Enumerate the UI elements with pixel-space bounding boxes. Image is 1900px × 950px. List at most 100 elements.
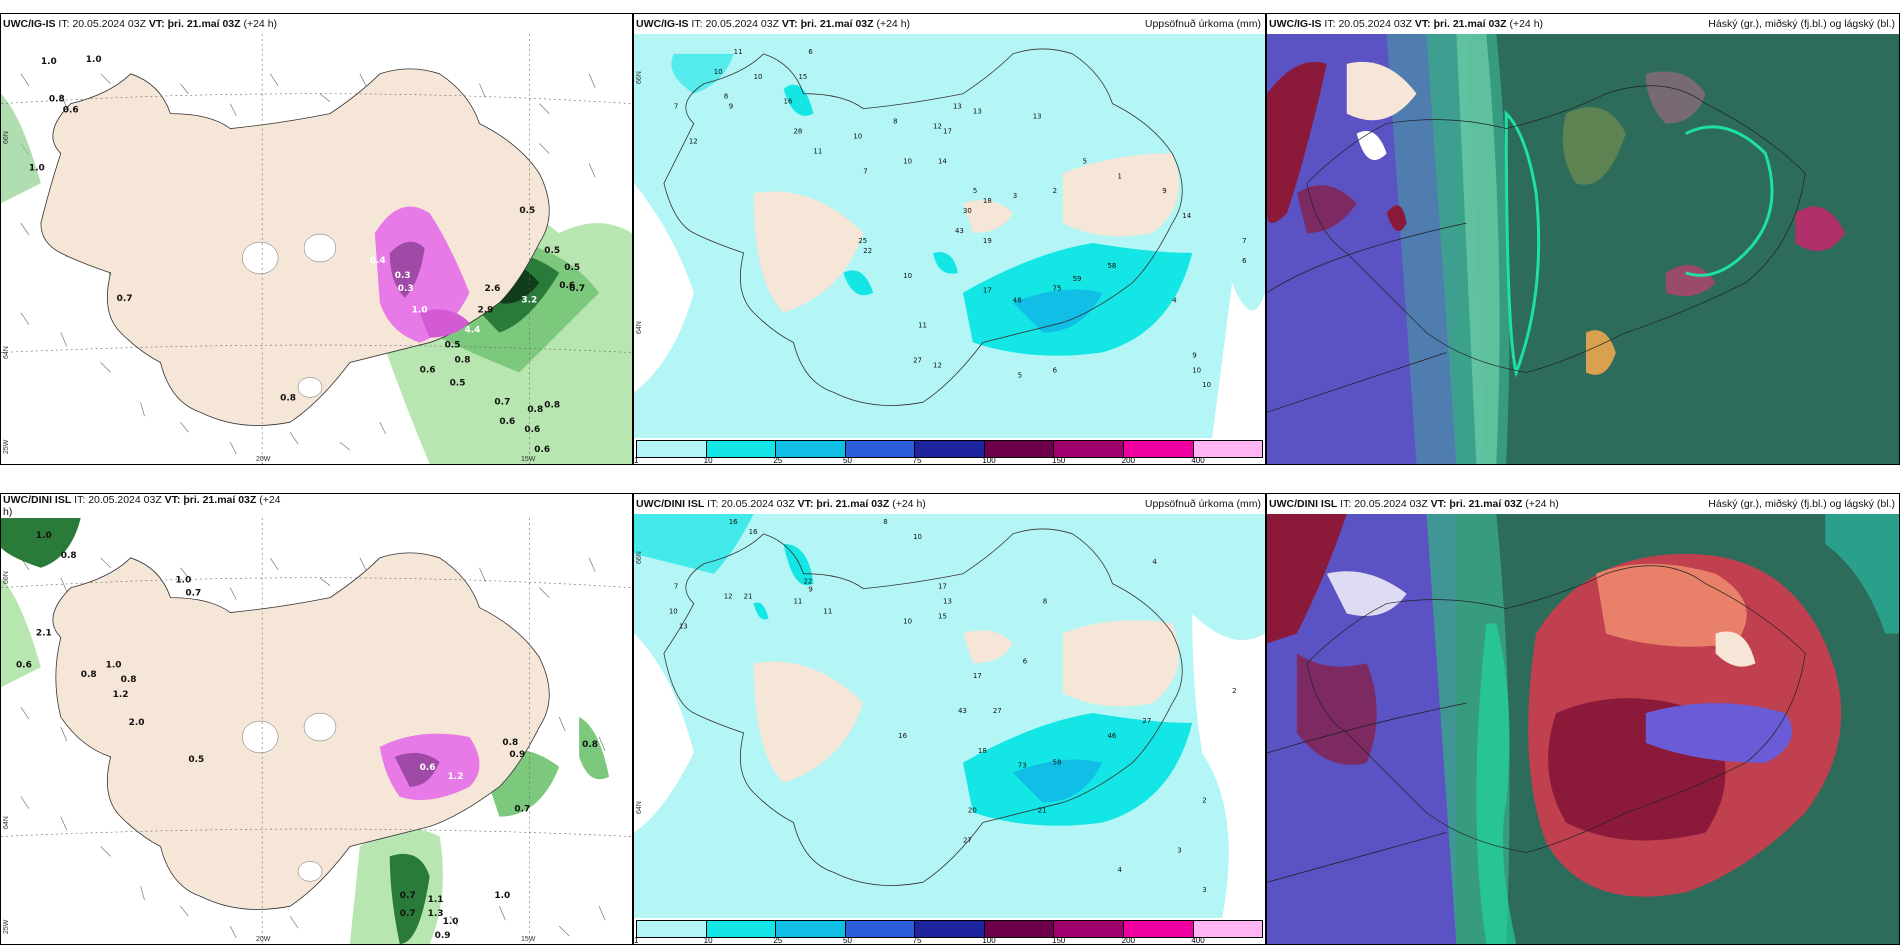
accumulated-precip-map: 16 16 8 10 9 7 12 11 10 13 21 22 11 17 1… (634, 514, 1265, 918)
value-label: 0.8 (280, 393, 296, 403)
value-label: 27 (1142, 717, 1151, 725)
value-label: 11 (793, 598, 802, 606)
value-label: 2.6 (484, 284, 500, 294)
colorbar: 1 10 25 50 75 100 150 200 400 (634, 438, 1265, 464)
colorbar-tick-label: 400 (1191, 456, 1205, 465)
value-label: 0.8 (121, 675, 137, 685)
cloud-cover-map (1267, 514, 1899, 944)
lon-label: 20W (256, 936, 271, 943)
value-label: 13 (953, 103, 962, 111)
value-label: 0.8 (544, 400, 560, 410)
value-label: 4.4 (465, 326, 481, 336)
value-label: 0.6 (499, 417, 515, 427)
value-label: 10 (754, 73, 763, 81)
map-panel-bottom-left: UWC/DINI ISL IT: 20.05.2024 03Z VT: þri.… (0, 493, 633, 945)
value-label: 0.8 (455, 355, 471, 365)
value-label: 1.0 (443, 917, 459, 927)
value-label: 12 (933, 361, 942, 369)
value-label: 8 (1043, 598, 1047, 606)
value-label: 16 (729, 518, 738, 526)
value-label: 7 (674, 103, 678, 111)
value-label: 14 (1182, 212, 1191, 220)
colorbar-tick-label: 50 (843, 456, 852, 465)
value-label: 28 (793, 128, 802, 136)
value-label: 1.0 (175, 576, 191, 586)
value-label: 0.7 (185, 589, 201, 599)
value-label: 22 (803, 578, 812, 586)
panel-header: UWC/IG-IS IT: 20.05.2024 03Z VT: þri. 21… (3, 18, 278, 30)
lat-label: 66N (3, 571, 10, 584)
value-label: 0.6 (524, 425, 540, 435)
value-label: 9 (808, 586, 812, 594)
map-panel-bottom-middle: UWC/DINI ISL IT: 20.05.2024 03Z VT: þri.… (633, 493, 1266, 945)
value-label: 9 (1162, 187, 1166, 195)
colorbar-swatch (776, 441, 846, 457)
value-label: 27 (963, 836, 972, 844)
value-label: 10 (669, 608, 678, 616)
value-label: 0.4 (370, 256, 386, 266)
value-label: 1.0 (412, 306, 428, 316)
precip-value-labels: 16 16 8 10 9 7 12 11 10 13 21 22 11 17 1… (669, 518, 1237, 894)
value-label: 2.1 (36, 628, 52, 638)
value-label: 7 (863, 167, 867, 175)
colorbar-swatch (1054, 921, 1124, 937)
value-label: 0.8 (61, 551, 77, 561)
map-panel-bottom-right: UWC/DINI ISL IT: 20.05.2024 03Z VT: þri.… (1266, 493, 1900, 945)
accumulated-precip-map: 11 10 6 10 7 8 9 16 15 28 12 11 10 7 8 1… (634, 34, 1265, 438)
value-label: 43 (958, 707, 967, 715)
value-label: 5 (973, 187, 977, 195)
panel-header: UWC/DINI ISL IT: 20.05.2024 03Z VT: þri.… (3, 494, 281, 518)
value-label: 0.7 (494, 397, 510, 407)
colorbar-tick-label: 150 (1052, 456, 1066, 465)
colorbar-swatch (706, 921, 777, 937)
value-label: 0.5 (450, 378, 466, 388)
value-label: 1.0 (41, 57, 57, 67)
value-label: 8 (893, 118, 897, 126)
cloud-cover-map (1267, 34, 1899, 464)
value-label: 10 (903, 272, 912, 280)
value-label: 0.6 (559, 281, 575, 291)
value-label: 0.3 (395, 271, 411, 281)
colorbar-swatch (984, 441, 1055, 457)
value-label: 0.7 (117, 294, 133, 304)
map-panel-top-right: UWC/IG-IS IT: 20.05.2024 03Z VT: þri. 21… (1266, 13, 1900, 465)
colorbar-tick-label: 200 (1121, 456, 1136, 465)
colorbar-tick-label: 75 (912, 456, 922, 465)
value-label: 10 (903, 617, 912, 625)
value-label: 2 (1232, 687, 1236, 695)
value-label: 1.1 (428, 895, 444, 905)
value-label: 2 (1053, 187, 1057, 195)
value-label: 4 (1117, 866, 1122, 874)
lat-label: 64N (636, 801, 643, 814)
precip-value-labels: 1.0 1.0 0.8 0.6 1.0 0.7 0.5 0.5 0.7 0.5 … (29, 55, 585, 455)
value-label: 15 (938, 612, 947, 620)
value-label: 13 (1033, 113, 1042, 121)
value-label: 1.0 (36, 531, 52, 541)
value-label: 75 (1053, 285, 1062, 293)
lon-label: 15W (521, 456, 536, 463)
value-label: 1.2 (113, 690, 129, 700)
colorbar-tick-label: 10 (703, 936, 713, 945)
value-label: 10 (913, 533, 922, 541)
value-label: 10 (903, 157, 912, 165)
value-label: 12 (724, 593, 733, 601)
precip-value-labels: 11 10 6 10 7 8 9 16 15 28 12 11 10 7 8 1… (674, 48, 1247, 389)
value-label: 27 (993, 707, 1002, 715)
value-label: 1.3 (428, 909, 444, 919)
value-label: 0.7 (400, 891, 416, 901)
value-label: 3.2 (521, 296, 537, 306)
value-label: 13 (973, 108, 982, 116)
value-label: 0.7 (400, 909, 416, 919)
map-panel-top-left: UWC/IG-IS IT: 20.05.2024 03Z VT: þri. 21… (0, 13, 633, 465)
value-label: 0.5 (564, 263, 580, 273)
value-label: 0.8 (81, 670, 97, 680)
value-label: 1 (1117, 172, 1121, 180)
value-label: 10 (1192, 366, 1201, 374)
value-label: 6 (1053, 366, 1057, 374)
value-label: 6 (1242, 257, 1246, 265)
value-label: 48 (1013, 297, 1022, 305)
value-label: 11 (734, 48, 743, 56)
value-label: 73 (1018, 762, 1027, 770)
value-label: 0.6 (534, 445, 550, 455)
value-label: 6 (1023, 657, 1027, 665)
